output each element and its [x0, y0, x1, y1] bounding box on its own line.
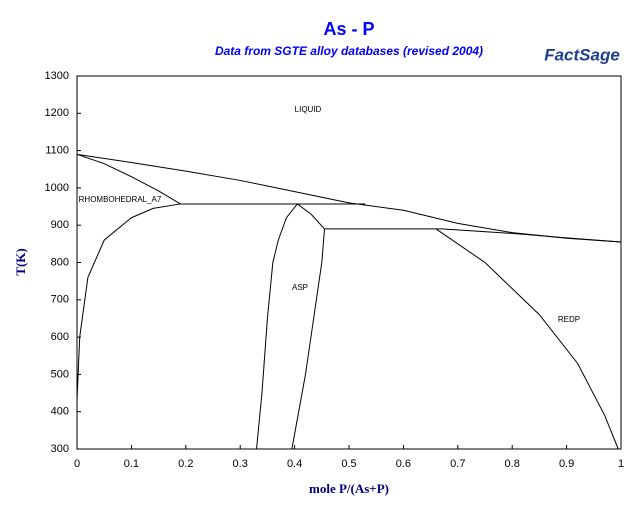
chart-title: As - P — [323, 19, 374, 39]
phase-boundary — [441, 228, 622, 243]
x-tick-label: 0.3 — [233, 458, 248, 470]
y-tick-label: 1100 — [45, 145, 69, 157]
y-tick-label: 300 — [51, 443, 69, 455]
logo: FactSage — [544, 45, 620, 64]
region-label: RHOMBOHEDRAL_A7 — [79, 195, 162, 204]
y-tick-label: 900 — [51, 219, 69, 231]
region-label: ASP — [292, 283, 308, 292]
phase-boundary — [435, 228, 619, 450]
y-tick-label: 800 — [51, 256, 69, 268]
phase-boundary — [297, 203, 325, 230]
x-tick-label: 0.5 — [341, 458, 356, 470]
phase-boundary — [256, 203, 298, 450]
x-tick-label: 0 — [74, 458, 80, 470]
y-tick-label: 1300 — [45, 70, 69, 82]
y-tick-label: 1000 — [45, 182, 69, 194]
x-tick-label: 0.6 — [396, 458, 411, 470]
y-axis-label: T(K) — [13, 248, 28, 275]
phase-boundary — [291, 228, 326, 450]
x-tick-label: 0.4 — [287, 458, 302, 470]
chart-subtitle: Data from SGTE alloy databases (revised … — [215, 44, 483, 58]
x-axis-label: mole P/(As+P) — [309, 481, 389, 496]
phase-boundary — [76, 153, 181, 205]
y-tick-label: 1200 — [45, 107, 69, 119]
x-tick-label: 0.8 — [505, 458, 520, 470]
plot-frame — [76, 75, 622, 450]
y-tick-label: 600 — [51, 331, 69, 343]
y-tick-label: 700 — [51, 294, 69, 306]
x-tick-label: 1 — [618, 458, 624, 470]
y-tick-label: 400 — [51, 406, 69, 418]
x-tick-label: 0.7 — [450, 458, 465, 470]
x-tick-label: 0.2 — [178, 458, 193, 470]
x-tick-label: 0.1 — [124, 458, 139, 470]
y-tick-label: 500 — [51, 368, 69, 380]
phase-boundary — [76, 203, 181, 401]
x-tick-label: 0.9 — [559, 458, 574, 470]
region-label: REDP — [558, 315, 580, 324]
region-label: LIQUID — [295, 105, 322, 114]
